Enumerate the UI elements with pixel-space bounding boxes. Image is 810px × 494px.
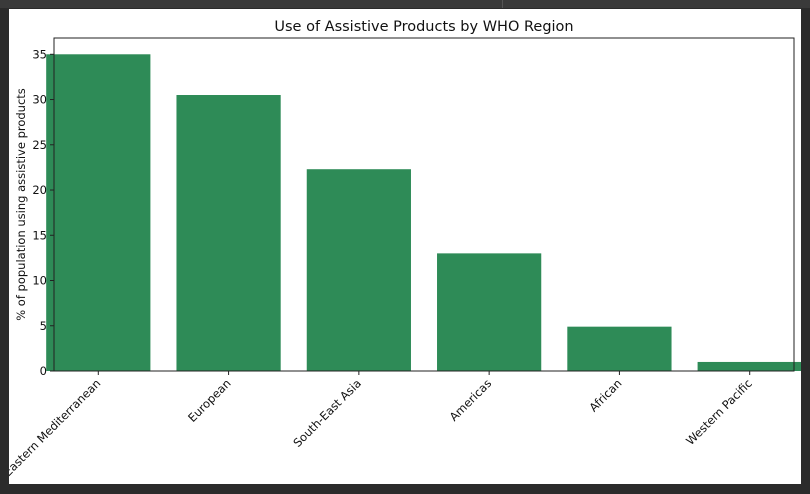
bar-european bbox=[176, 95, 281, 372]
bar-chart-svg: Use of Assistive Products by WHO Region … bbox=[9, 19, 801, 479]
window-seam bbox=[502, 0, 503, 8]
y-tick-label: 35 bbox=[32, 47, 47, 61]
y-tick-label: 0 bbox=[40, 364, 47, 378]
chart-title: Use of Assistive Products by WHO Region bbox=[274, 19, 573, 35]
x-tick-label: Americas bbox=[447, 376, 495, 424]
y-tick-label: 10 bbox=[32, 274, 47, 288]
y-ticks-group: 0 5 10 15 20 25 30 35 bbox=[32, 47, 54, 378]
x-ticks-group: Eastern Mediterranean European South-East … bbox=[9, 371, 755, 479]
x-tick-label: European bbox=[185, 376, 234, 425]
bar-south-east-asia bbox=[306, 169, 411, 371]
y-tick-label: 5 bbox=[40, 319, 47, 333]
y-tick-label: 15 bbox=[32, 228, 47, 242]
bar-americas bbox=[437, 253, 542, 371]
y-tick-label: 25 bbox=[32, 138, 47, 152]
y-axis-label: % of population using assistive products bbox=[14, 88, 28, 321]
plot-frame bbox=[53, 37, 795, 372]
x-tick-label: South-East Asia bbox=[290, 376, 364, 450]
bar-western-pacific bbox=[697, 361, 801, 371]
y-tick-label: 30 bbox=[32, 93, 47, 107]
window-top-strip bbox=[0, 0, 810, 8]
bar-eastern-mediterranean bbox=[46, 54, 151, 371]
x-tick-label: Eastern Mediterranean bbox=[9, 376, 103, 479]
x-tick-label: African bbox=[586, 376, 624, 414]
x-tick-label: Western Pacific bbox=[683, 376, 755, 448]
chart-figure: Use of Assistive Products by WHO Region … bbox=[9, 9, 801, 484]
y-tick-label: 20 bbox=[32, 183, 47, 197]
bar-african bbox=[567, 326, 672, 371]
bars-group bbox=[46, 54, 801, 372]
